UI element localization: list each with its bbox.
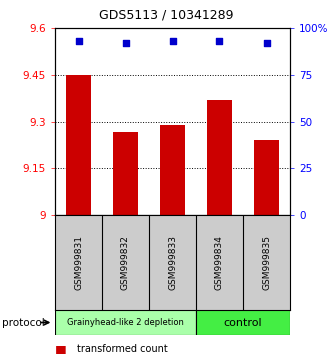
Text: GSM999831: GSM999831 (74, 235, 83, 290)
Text: control: control (224, 318, 262, 327)
Bar (253, 140, 279, 215)
Text: GDS5113 / 10341289: GDS5113 / 10341289 (99, 9, 234, 22)
Text: GSM999832: GSM999832 (121, 235, 130, 290)
Text: GSM999833: GSM999833 (168, 235, 177, 290)
Point (123, 40, 128, 46)
Bar (66, 75, 92, 215)
Text: ■: ■ (55, 343, 67, 354)
Bar (113, 132, 139, 215)
Point (264, 40, 269, 46)
Text: Grainyhead-like 2 depletion: Grainyhead-like 2 depletion (67, 318, 184, 327)
Bar (196, 310, 290, 335)
Text: GSM999835: GSM999835 (262, 235, 271, 290)
Text: GSM999834: GSM999834 (215, 235, 224, 290)
Point (170, 38, 175, 44)
Text: protocol: protocol (2, 318, 44, 327)
Point (217, 38, 222, 44)
Bar (55, 310, 196, 335)
Bar (206, 100, 232, 215)
Text: transformed count: transformed count (77, 344, 167, 354)
Point (76, 38, 81, 44)
Bar (160, 125, 185, 215)
